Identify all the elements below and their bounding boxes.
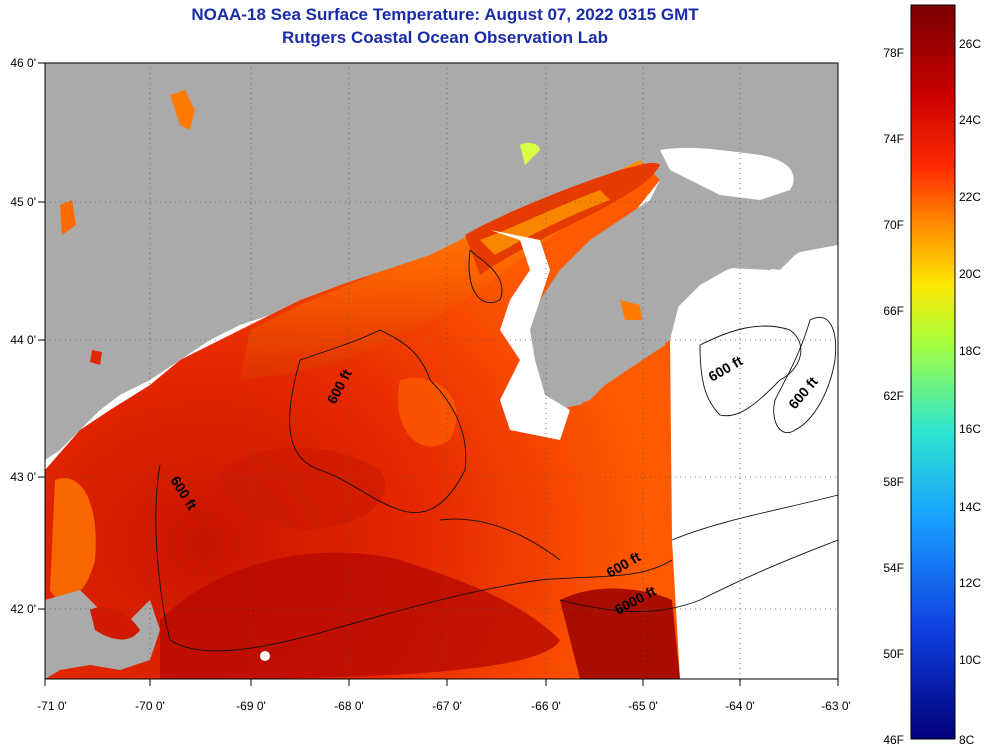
lon-label: -68 0' — [334, 699, 364, 713]
celsius-label: 18C — [959, 344, 981, 358]
lat-label: 43 0' — [10, 470, 36, 484]
lon-label: -63 0' — [821, 699, 851, 713]
fahrenheit-label: 78F — [883, 46, 904, 60]
fahrenheit-label: 62F — [883, 389, 904, 403]
land-nova-scotia — [520, 238, 838, 410]
celsius-label: 14C — [959, 500, 981, 514]
celsius-label: 12C — [959, 576, 981, 590]
celsius-label: 10C — [959, 653, 981, 667]
lat-label: 46 0' — [10, 56, 36, 70]
lon-label: -67 0' — [432, 699, 462, 713]
fahrenheit-label: 46F — [883, 733, 904, 747]
fahrenheit-label: 66F — [883, 304, 904, 318]
fahrenheit-label: 70F — [883, 218, 904, 232]
fahrenheit-label: 50F — [883, 647, 904, 661]
celsius-label: 16C — [959, 422, 981, 436]
celsius-label: 8C — [959, 733, 975, 747]
lat-label: 45 0' — [10, 195, 36, 209]
lon-label: -70 0' — [135, 699, 165, 713]
lon-label: -65 0' — [628, 699, 658, 713]
longitude-labels: -71 0' -70 0' -69 0' -68 0' -67 0' -66 0… — [37, 699, 851, 713]
celsius-label: 20C — [959, 267, 981, 281]
land-new-england — [45, 63, 838, 460]
lat-label: 42 0' — [10, 602, 36, 616]
graticule — [45, 63, 838, 679]
lat-label: 44 0' — [10, 333, 36, 347]
axis-ticks — [38, 62, 839, 686]
sst-field — [45, 140, 680, 679]
map-title: NOAA-18 Sea Surface Temperature: August … — [191, 5, 699, 24]
depth-contours — [155, 249, 839, 652]
lon-label: -71 0' — [37, 699, 67, 713]
colorbar-celsius-labels: 26C 24C 22C 20C 18C 16C 14C 12C 10C 8C — [959, 37, 981, 747]
lon-label: -64 0' — [725, 699, 755, 713]
colorbar-fahrenheit-labels: 78F 74F 70F 66F 62F 58F 54F 50F 46F — [883, 46, 904, 747]
celsius-label: 24C — [959, 113, 981, 127]
fahrenheit-label: 58F — [883, 475, 904, 489]
fahrenheit-label: 74F — [883, 132, 904, 146]
fahrenheit-label: 54F — [883, 561, 904, 575]
latitude-labels: 46 0' 45 0' 44 0' 43 0' 42 0' — [10, 56, 36, 616]
lon-label: -69 0' — [236, 699, 266, 713]
map-subtitle: Rutgers Coastal Ocean Observation Lab — [282, 28, 608, 47]
colorbar — [910, 4, 956, 740]
lon-label: -66 0' — [531, 699, 561, 713]
land-cape-cod — [45, 590, 160, 679]
celsius-label: 26C — [959, 37, 981, 51]
celsius-label: 22C — [959, 190, 981, 204]
